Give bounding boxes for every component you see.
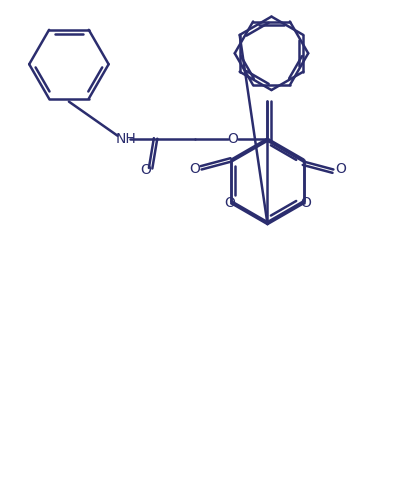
Text: O: O (335, 163, 346, 176)
Text: O: O (140, 163, 151, 177)
Text: O: O (224, 196, 235, 210)
Text: O: O (189, 163, 200, 176)
Text: O: O (300, 196, 311, 210)
Text: NH: NH (115, 132, 136, 146)
Text: O: O (227, 132, 238, 146)
